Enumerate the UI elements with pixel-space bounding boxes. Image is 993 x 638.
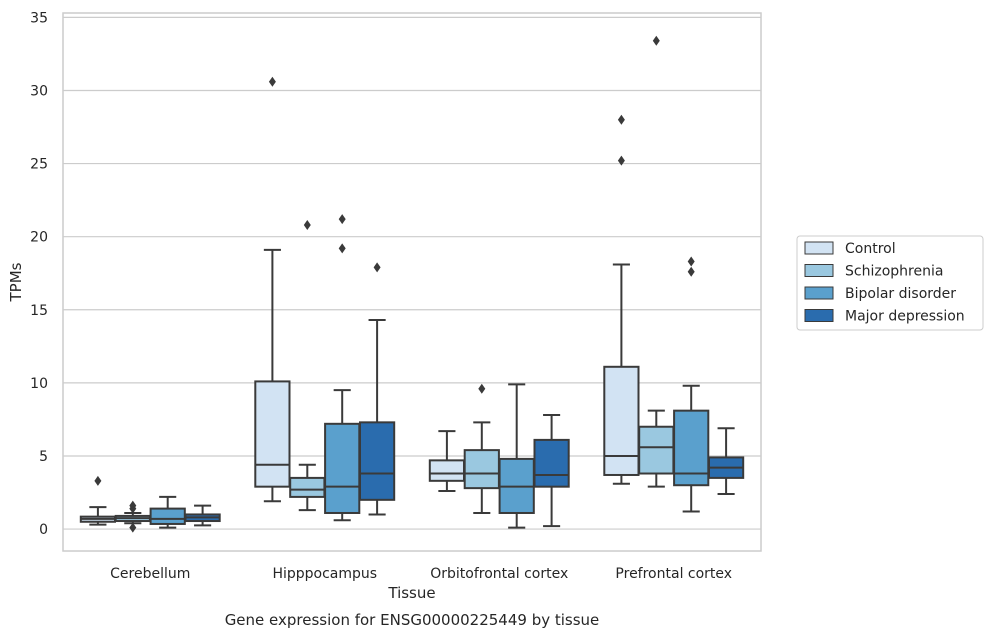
- box-iqr: [603, 365, 640, 476]
- y-tick-label: 10: [30, 376, 48, 392]
- legend-swatch: [804, 286, 834, 300]
- x-tick-labels: Cerebellum Hipppocampus Orbitofrontal cort…: [110, 566, 732, 582]
- y-axis-label: TPMs: [7, 262, 25, 302]
- box-iqr: [533, 438, 570, 488]
- outlier-point: [652, 35, 660, 46]
- y-tick-label: 0: [39, 522, 48, 538]
- box: [603, 114, 640, 485]
- plot-frame: [62, 12, 762, 552]
- box-iqr: [638, 425, 675, 475]
- box: [358, 262, 396, 516]
- outlier-point: [268, 76, 276, 87]
- outlier-point: [129, 522, 137, 533]
- y-tick-label: 30: [30, 83, 48, 99]
- box: [324, 214, 361, 522]
- y-tick-label: 35: [30, 10, 48, 26]
- box: [114, 500, 151, 533]
- box-iqr: [149, 507, 186, 525]
- outlier-point: [617, 155, 625, 166]
- outlier-point: [338, 214, 346, 225]
- x-tick-label: Prefrontal cortex: [615, 566, 732, 582]
- legend-label: Major depression: [845, 309, 965, 325]
- legend: Control Schizophrenia Bipolar disorder Majo…: [796, 235, 984, 331]
- chart-caption: Gene expression for ENSG00000225449 by t…: [225, 611, 600, 629]
- box-iqr: [463, 449, 500, 490]
- box: [707, 427, 745, 495]
- box: [533, 414, 570, 528]
- y-tick-label: 20: [30, 230, 48, 246]
- box-iqr: [324, 422, 361, 514]
- y-tick-labels: 0 5 10 15 20 25 30 35: [30, 10, 48, 538]
- x-axis-label: Tissue: [387, 584, 435, 602]
- box-iqr: [289, 476, 326, 498]
- outlier-point: [338, 243, 346, 254]
- box-iqr: [358, 421, 396, 501]
- outlier-point: [94, 475, 102, 486]
- box: [463, 383, 500, 514]
- legend-label: Control: [845, 241, 896, 257]
- outlier-point: [687, 256, 695, 267]
- y-tick-label: 15: [30, 303, 48, 319]
- box-iqr: [254, 380, 291, 488]
- boxes-layer: [79, 35, 745, 533]
- legend-swatch: [804, 264, 834, 277]
- box-iqr: [428, 459, 466, 482]
- outlier-point: [687, 266, 695, 277]
- x-tick-label: Hipppocampus: [272, 566, 377, 582]
- outlier-point: [129, 500, 137, 511]
- y-tick-label: 25: [30, 157, 48, 173]
- outlier-point: [303, 219, 311, 230]
- gridlines: [63, 16, 761, 530]
- box: [638, 35, 675, 488]
- legend-frame: [796, 235, 984, 331]
- outlier-point: [478, 383, 486, 394]
- legend-label: Bipolar disorder: [845, 286, 956, 302]
- y-tick-label: 5: [39, 449, 48, 465]
- legend-swatch: [804, 241, 834, 255]
- outlier-point: [373, 262, 381, 273]
- box: [254, 76, 291, 503]
- x-tick-label: Orbitofrontal cortex: [430, 566, 568, 582]
- legend-label: Schizophrenia: [845, 264, 943, 280]
- legend-swatch: [804, 309, 834, 322]
- x-tick-label: Cerebellum: [110, 566, 190, 582]
- box: [79, 475, 117, 526]
- box: [673, 256, 710, 513]
- box: [184, 504, 221, 527]
- outlier-point: [617, 114, 625, 125]
